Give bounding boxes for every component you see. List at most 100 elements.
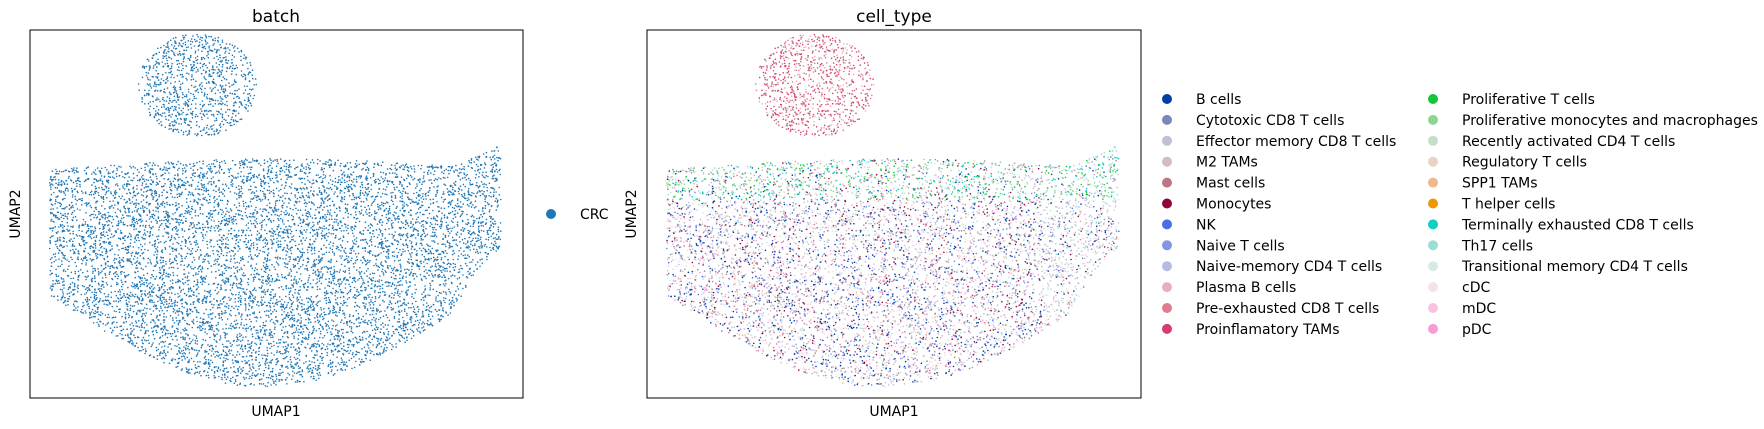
point-crc xyxy=(101,254,104,257)
point-crc xyxy=(197,227,199,230)
point-crc xyxy=(163,228,166,230)
point-crc xyxy=(149,79,151,81)
point-crc xyxy=(370,238,372,241)
point-crc xyxy=(105,276,107,279)
point-crc xyxy=(312,345,315,348)
point-crc xyxy=(279,245,282,248)
point-crc xyxy=(163,292,165,294)
point-crc xyxy=(217,75,219,77)
point-crc xyxy=(207,167,210,170)
point-crc xyxy=(354,185,356,187)
point-crc xyxy=(320,232,323,234)
point-crc xyxy=(309,208,312,210)
point-crc xyxy=(224,183,227,185)
point-crc xyxy=(303,362,305,365)
point-crc xyxy=(151,57,154,59)
point-crc xyxy=(372,344,374,346)
point-crc xyxy=(191,173,194,175)
point-crc xyxy=(309,215,312,217)
point-crc xyxy=(457,190,460,193)
point-crc xyxy=(278,380,281,382)
point-crc xyxy=(95,303,97,306)
point-crc xyxy=(72,206,74,209)
point-crc xyxy=(412,273,414,275)
point-crc xyxy=(180,355,183,358)
point-crc xyxy=(216,128,218,131)
point-crc xyxy=(239,332,241,335)
point-crc xyxy=(231,159,234,162)
point-crc xyxy=(181,96,184,99)
point-crc xyxy=(298,371,301,373)
point-crc xyxy=(172,129,174,132)
point-crc xyxy=(263,369,266,372)
point-crc xyxy=(190,47,193,49)
point-crc xyxy=(295,279,297,281)
point-crc xyxy=(248,350,250,352)
point-crc xyxy=(146,77,149,79)
point-crc xyxy=(250,244,252,247)
point-crc xyxy=(151,189,153,192)
point-crc xyxy=(218,164,221,166)
point-crc xyxy=(203,370,206,372)
point-crc xyxy=(270,291,272,293)
point-crc xyxy=(234,119,237,122)
point-crc xyxy=(428,212,431,215)
point-crc xyxy=(159,323,162,325)
point-crc xyxy=(436,223,439,226)
point-crc xyxy=(175,259,177,262)
point-crc xyxy=(265,366,267,369)
point-crc xyxy=(431,247,434,250)
point-crc xyxy=(204,290,206,292)
point-crc xyxy=(155,175,158,178)
point-crc xyxy=(207,50,210,53)
point-crc xyxy=(236,266,239,268)
point-crc xyxy=(369,307,372,309)
point-crc xyxy=(172,261,174,264)
point-crc xyxy=(404,341,407,344)
point-crc xyxy=(93,296,96,299)
point-crc xyxy=(163,357,166,360)
point-crc xyxy=(283,308,286,310)
point-crc xyxy=(199,321,201,324)
point-crc xyxy=(326,329,328,331)
point-crc xyxy=(184,210,187,212)
point-crc xyxy=(185,94,188,96)
point-crc xyxy=(495,168,498,171)
point-crc xyxy=(228,108,231,111)
point-crc xyxy=(317,321,320,324)
point-crc xyxy=(274,328,276,331)
point-crc xyxy=(119,230,122,232)
point-crc xyxy=(54,178,57,181)
point-crc xyxy=(163,52,165,54)
point-crc xyxy=(449,292,452,294)
point-crc xyxy=(148,89,150,92)
point-crc xyxy=(492,194,495,196)
point-crc xyxy=(51,256,53,259)
point-crc xyxy=(485,171,487,173)
point-crc xyxy=(252,222,255,225)
point-crc xyxy=(272,219,275,222)
point-crc xyxy=(200,188,203,191)
point-crc xyxy=(185,255,188,258)
point-crc xyxy=(139,263,141,265)
point-crc xyxy=(143,94,146,97)
point-crc xyxy=(332,279,335,282)
point-crc xyxy=(262,321,265,324)
point-crc xyxy=(360,275,363,278)
point-crc xyxy=(182,170,184,172)
point-crc xyxy=(202,327,204,330)
point-crc xyxy=(374,245,377,248)
point-crc xyxy=(202,69,205,71)
point-crc xyxy=(494,162,496,164)
point-crc xyxy=(109,207,111,210)
point-crc xyxy=(199,103,201,106)
point-crc xyxy=(325,265,327,268)
point-crc xyxy=(112,273,115,275)
point-crc xyxy=(195,244,197,246)
point-crc xyxy=(174,345,176,347)
point-crc xyxy=(330,331,332,333)
point-crc xyxy=(249,325,251,328)
point-crc xyxy=(390,223,393,225)
point-crc xyxy=(91,265,93,268)
point-crc xyxy=(330,349,333,352)
